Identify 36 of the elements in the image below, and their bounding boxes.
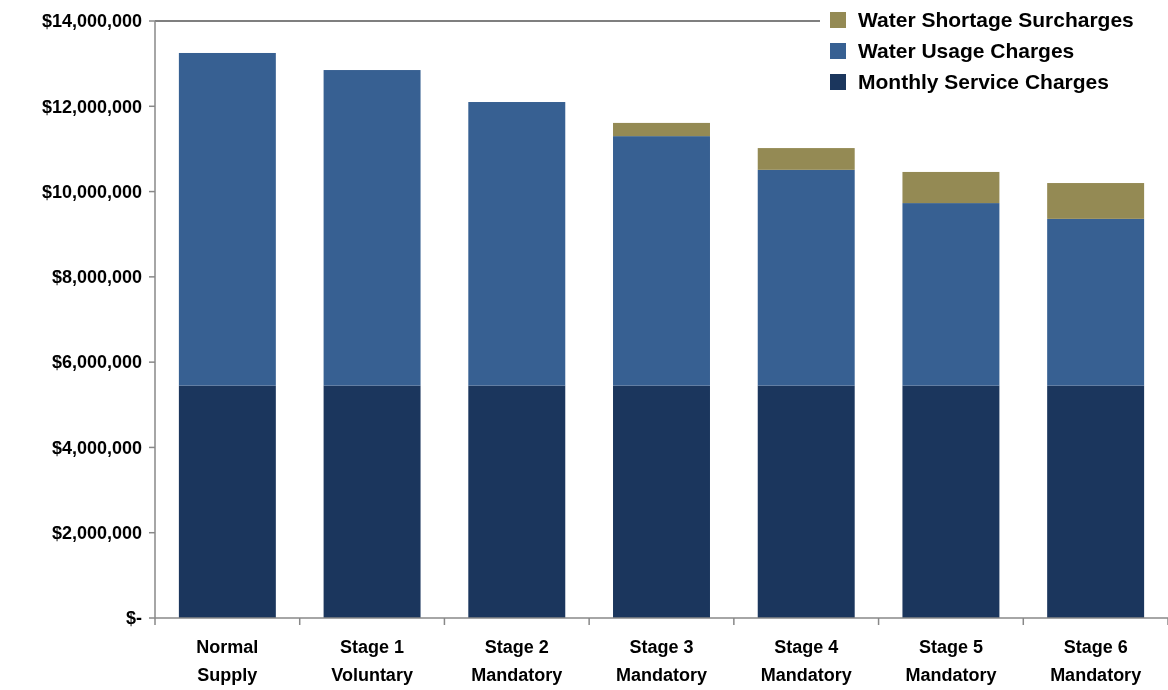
y-tick-label: $8,000,000 [51,267,142,288]
bar [1047,183,1145,219]
x-tick-label: Stage 6 Mandatory [1050,637,1142,685]
x-tick-label: Stage 2 Mandatory [471,637,563,685]
y-tick-label: $6,000,000 [51,352,142,373]
bar [902,385,1000,618]
legend-label: Water Shortage Surcharges [858,8,1134,32]
bar [1047,385,1145,618]
bar [613,122,710,137]
bar [323,70,421,386]
bar [757,169,855,386]
y-tick-label: $- [125,608,142,629]
bar [613,385,710,618]
bar [178,385,276,618]
bar [613,136,710,386]
x-tick-label: Stage 4 Mandatory [760,637,852,685]
bar [178,52,276,386]
x-tick-label: Stage 1 Voluntary [331,637,413,685]
bar [1047,218,1145,386]
bar [757,148,855,170]
x-tick-label: Stage 5 Mandatory [905,637,997,685]
legend-label: Monthly Service Charges [858,70,1109,94]
y-tick-label: $12,000,000 [41,96,142,117]
bar [902,203,1000,386]
y-tick-label: $2,000,000 [51,523,142,544]
y-tick-label: $14,000,000 [41,11,142,32]
x-tick-label: Stage 3 Mandatory [615,637,708,685]
x-tick-label: Normal Supply [196,637,259,685]
bar [468,385,566,618]
bar [323,385,421,618]
legend-label: Water Usage Charges [858,39,1075,63]
bar [757,385,855,618]
y-tick-label: $10,000,000 [41,181,142,202]
bar [902,171,1000,204]
y-tick-label: $4,000,000 [51,437,142,458]
bar [468,102,566,386]
